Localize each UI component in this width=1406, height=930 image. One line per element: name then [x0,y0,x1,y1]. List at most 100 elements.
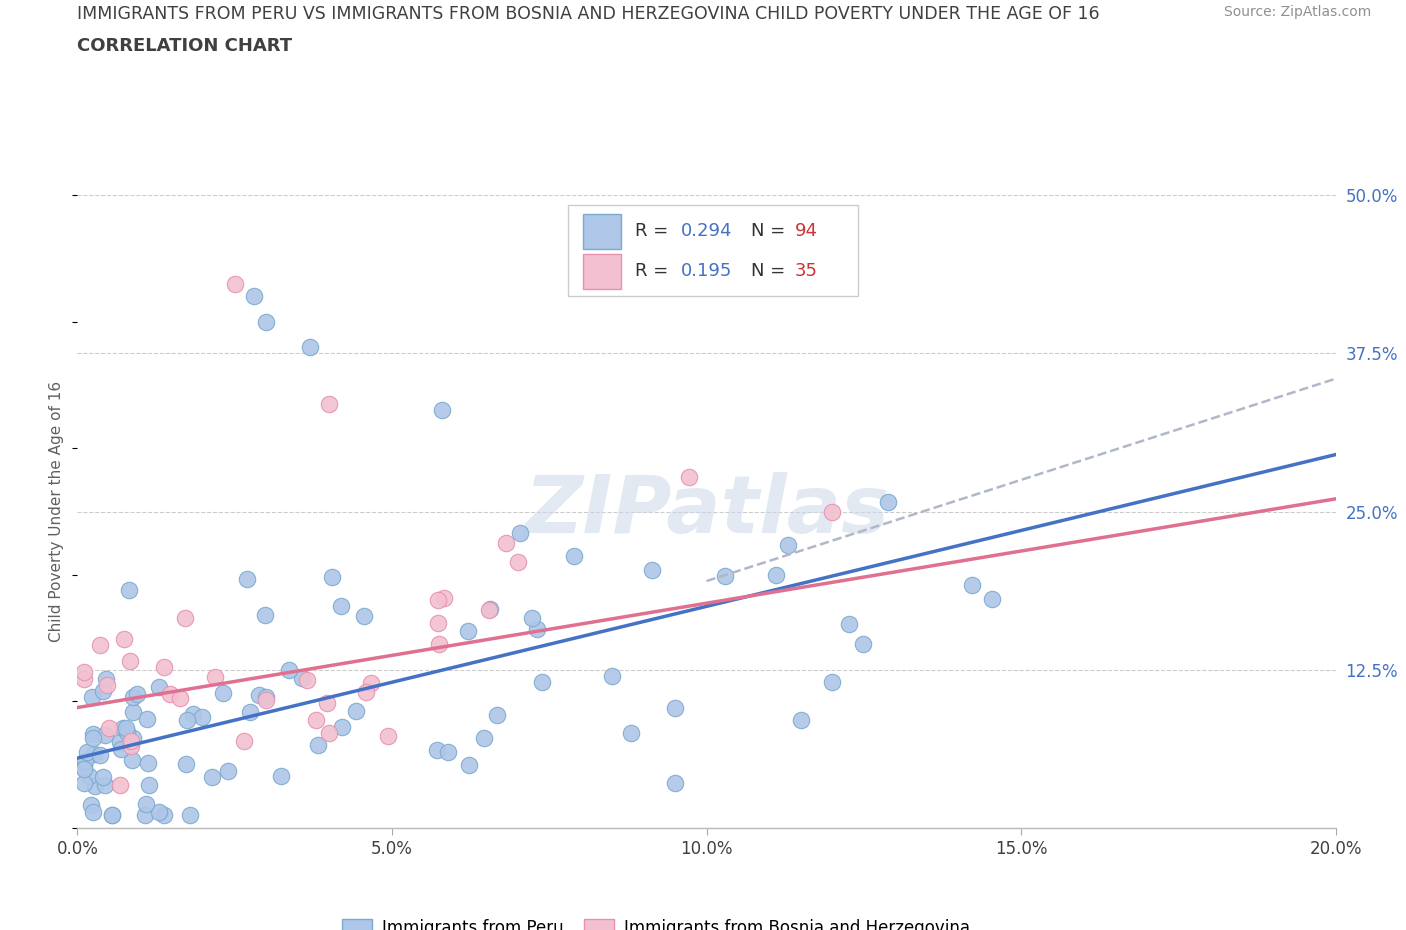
Point [98,721,121,736]
Point [76,745,98,760]
Point [136,755,159,770]
Text: Source: ZipAtlas.com: Source: ZipAtlas.com [1223,5,1371,19]
Point [174,756,197,771]
Point [118,653,141,668]
Point [838,617,860,631]
Point [790,712,813,727]
Point [232,734,254,749]
Point [122,731,145,746]
Text: R =: R = [634,222,673,240]
Point [83,746,105,761]
Point [458,758,481,773]
Point [354,684,377,699]
Point [96,677,118,692]
Point [664,776,686,790]
Point [678,470,700,485]
Point [291,671,314,685]
Text: N =: N = [751,222,790,240]
Point [562,548,585,563]
Point [138,777,160,792]
Point [641,563,664,578]
Point [82,726,104,741]
Point [91,684,114,698]
Point [360,675,382,690]
Point [101,807,124,822]
Point [353,608,375,623]
Point [120,734,142,749]
Point [108,735,131,750]
Point [295,673,318,688]
Point [72,664,94,679]
Point [93,777,115,792]
Point [169,691,191,706]
Text: N =: N = [751,262,790,280]
Point [330,720,353,735]
Point [344,704,367,719]
Point [852,636,875,651]
Point [433,591,456,605]
Point [714,568,737,583]
Point [426,616,449,631]
Point [270,769,292,784]
Point [330,598,353,613]
Point [478,603,501,618]
Bar [568,205,858,297]
Point [101,807,124,822]
Text: ZIPatlas: ZIPatlas [524,472,889,551]
Bar [583,254,621,288]
Point [877,494,900,509]
Point [318,396,340,411]
Point [600,669,623,684]
Point [159,686,181,701]
Point [115,724,138,739]
Point [121,752,143,767]
Point [254,689,277,704]
Text: 94: 94 [794,222,818,240]
Point [776,538,799,552]
Point [664,700,686,715]
Point [432,403,454,418]
Point [485,708,508,723]
Point [224,276,246,291]
Point [148,680,170,695]
Point [426,742,449,757]
Point [75,753,97,768]
Point [427,636,450,651]
Point [179,807,201,822]
Point [305,712,328,727]
Point [201,769,224,784]
Point [242,289,264,304]
Point [173,611,195,626]
Point [821,504,844,519]
Point [960,578,983,592]
Bar [583,214,621,248]
Point [217,764,239,778]
Y-axis label: Child Poverty Under the Age of 16: Child Poverty Under the Age of 16 [49,381,65,642]
Point [457,623,479,638]
Point [495,536,517,551]
Point [134,807,156,822]
Point [436,745,458,760]
Point [110,742,132,757]
Point [135,712,157,727]
Point [82,804,104,819]
Text: R =: R = [634,262,673,280]
Point [115,720,138,735]
Text: 0.294: 0.294 [682,222,733,240]
Point [472,731,495,746]
Point [120,738,142,753]
Point [520,611,543,626]
Point [72,760,94,775]
Point [82,731,104,746]
Point [152,660,174,675]
Point [94,728,117,743]
Point [651,276,673,291]
Point [526,621,548,636]
Point [84,778,107,793]
Point [112,721,135,736]
Point [204,669,226,684]
Text: CORRELATION CHART: CORRELATION CHART [77,37,292,55]
Point [321,570,343,585]
Point [153,807,176,822]
Point [254,693,277,708]
